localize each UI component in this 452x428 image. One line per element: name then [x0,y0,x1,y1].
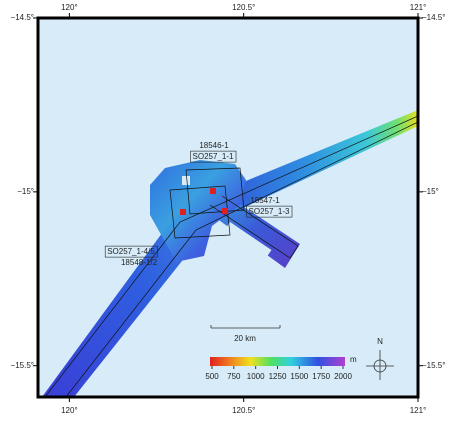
colorbar-unit: m [350,355,357,364]
north-label: N [377,337,383,346]
y-tick-label: −15.5° [422,361,445,370]
station-id: 18548-1/2 [121,258,158,267]
x-tick-label: 120.5° [232,3,255,12]
colorbar-label: 1750 [312,372,330,381]
y-tick-label: −14.5° [422,13,445,22]
station-id: 18547-1 [250,196,280,205]
station-cruise: SO257_1-1 [193,152,234,161]
gap [182,176,190,185]
colorbar-label: 750 [227,372,241,381]
colorbar-label: 1500 [290,372,308,381]
y-tick-label: −15.5° [11,361,34,370]
x-tick-label: 121° [410,3,427,12]
colorbar-label: 1250 [269,372,287,381]
station-cruise: SO257_1-3 [249,207,290,216]
map: 18546-1 SO257_1-1 18547-1 SO257_1-3 SO25… [0,0,452,423]
colorbar-label: 1000 [247,372,265,381]
x-tick-label: 121° [410,406,427,415]
station-cruise: SO257_1-4/5 [107,247,155,256]
colorbar-label: 500 [205,372,219,381]
scale-label: 20 km [234,334,256,343]
y-tick-label: −14.5° [11,13,34,22]
colorbar-label: 2000 [334,372,352,381]
colorbar [210,357,345,366]
y-tick-label: −15° [422,187,439,196]
x-tick-label: 120° [61,406,78,415]
y-tick-label: −15° [17,187,34,196]
station-id: 18546-1 [199,141,229,150]
x-tick-label: 120.5° [232,406,255,415]
x-tick-label: 120° [61,3,78,12]
